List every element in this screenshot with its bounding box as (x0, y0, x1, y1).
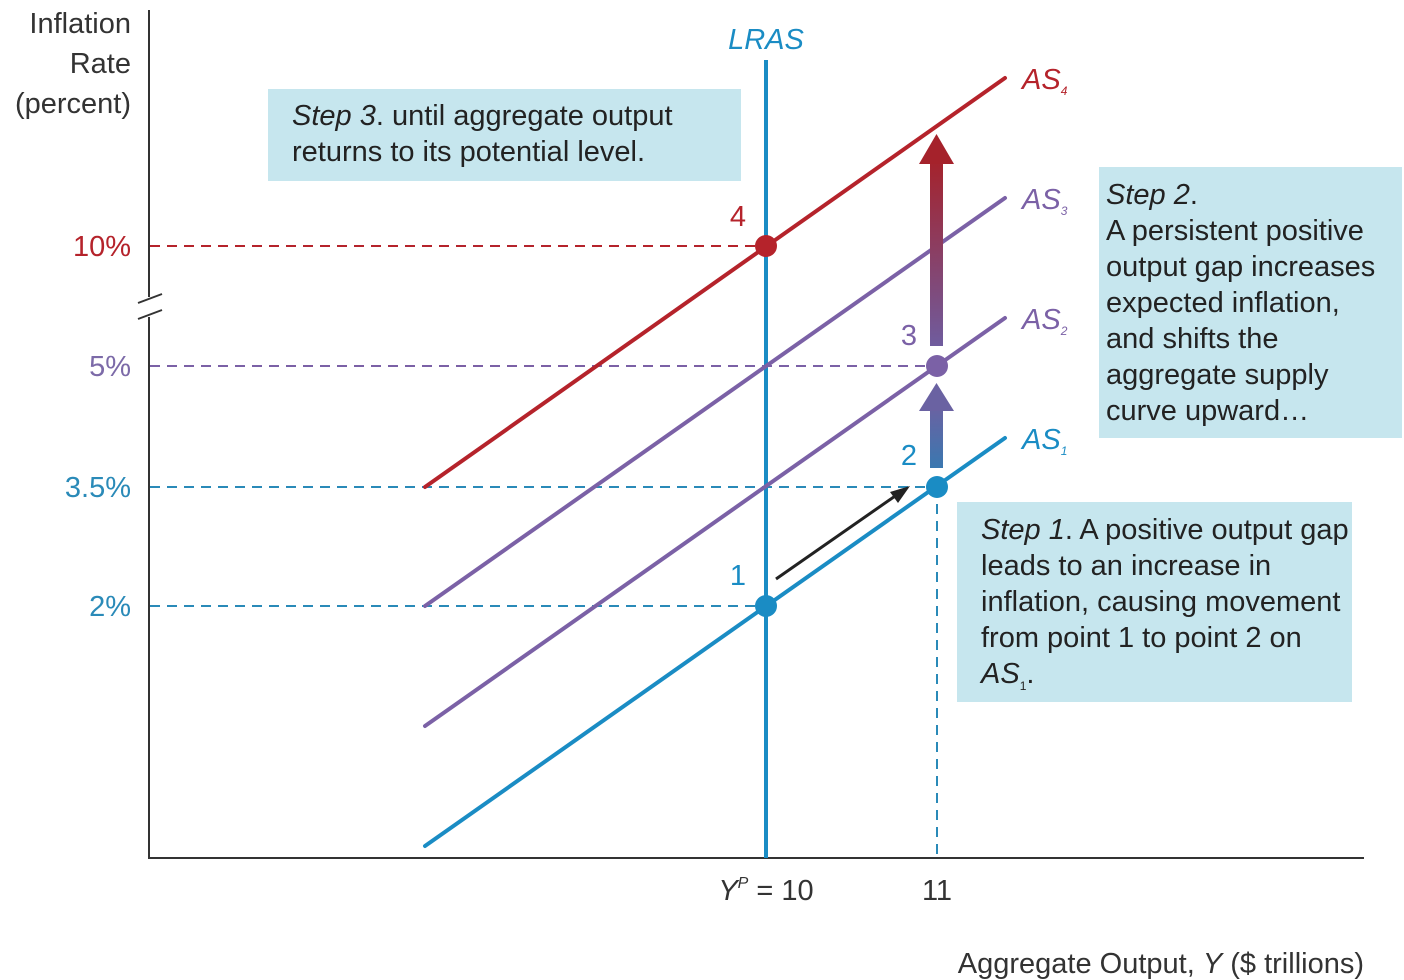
y-axis-title-line-2: Rate (70, 48, 131, 80)
step2-line-5: aggregate supply (1106, 359, 1329, 391)
step1-end: . (1026, 658, 1035, 690)
point-1-label: 1 (730, 560, 746, 592)
x-tick-yp: YP = 10 (718, 875, 813, 907)
x-tick-11: 11 (922, 875, 952, 907)
as1-line (423, 436, 1007, 848)
step3-text: . until aggregate output returns to its … (292, 100, 673, 168)
step2-line-2: output gap increases (1106, 251, 1376, 283)
y-axis-title: Inflation Rate (percent) (15, 8, 131, 120)
y-tick-3-5: 3.5% (65, 472, 131, 504)
as-curves (423, 76, 1007, 848)
point-2-label: 2 (901, 440, 917, 472)
y-tick-5: 5% (89, 351, 131, 383)
as3-line (423, 196, 1007, 608)
x-tick-labels: YP = 10 11 (718, 875, 952, 907)
step1-as-sub: 1 (1019, 678, 1027, 693)
y-tick-labels: 10% 5% 3.5% 2% (65, 231, 131, 623)
point-labels: 1 2 3 4 (730, 201, 917, 592)
y-axis-title-line-1: Inflation (29, 8, 131, 40)
equilibrium-points (755, 235, 948, 617)
step3-title: Step 3 (292, 100, 376, 132)
lras-label: LRAS (728, 24, 804, 56)
point-4-label: 4 (730, 201, 746, 233)
y-axis-title-line-3: (percent) (15, 88, 131, 120)
x-axis-title: Aggregate Output, Y ($ trillions) (958, 948, 1364, 980)
as2-line (423, 316, 1007, 728)
point-4 (755, 235, 777, 257)
step3-callout: Step 3. until aggregate output returns t… (268, 89, 741, 181)
point-3 (926, 355, 948, 377)
step1-title: Step 1 (981, 514, 1065, 546)
point-1 (755, 595, 777, 617)
step1-callout: Step 1. A positive output gap leads to a… (957, 502, 1352, 702)
movement-arrow (775, 486, 910, 581)
as4-line (423, 76, 1007, 489)
step2-line-4: and shifts the (1106, 323, 1279, 355)
axis-break (137, 293, 163, 320)
shift-arrow-small (919, 383, 954, 468)
y-tick-2: 2% (89, 591, 131, 623)
step1-text: . A positive output gap leads to an incr… (981, 514, 1349, 654)
step2-callout: Step 2. A persistent positive output gap… (1099, 167, 1402, 438)
as1-label: AS1 (1020, 424, 1067, 458)
shift-arrow-big (919, 134, 954, 346)
y-tick-10: 10% (73, 231, 131, 263)
point-2 (926, 476, 948, 498)
step2-line-1: A persistent positive (1106, 215, 1364, 247)
guide-lines (150, 245, 938, 856)
as3-label: AS3 (1020, 184, 1068, 218)
step2-title: Step 2. (1106, 179, 1198, 211)
step1-as-label: AS (981, 658, 1020, 690)
as4-label: AS4 (1020, 64, 1068, 98)
as2-label: AS2 (1020, 304, 1068, 338)
step2-line-3: expected inflation, (1106, 287, 1340, 319)
point-3-label: 3 (901, 320, 917, 352)
as-labels: AS4 AS3 AS2 AS1 (1020, 64, 1068, 458)
step2-line-6: curve upward… (1106, 395, 1310, 427)
